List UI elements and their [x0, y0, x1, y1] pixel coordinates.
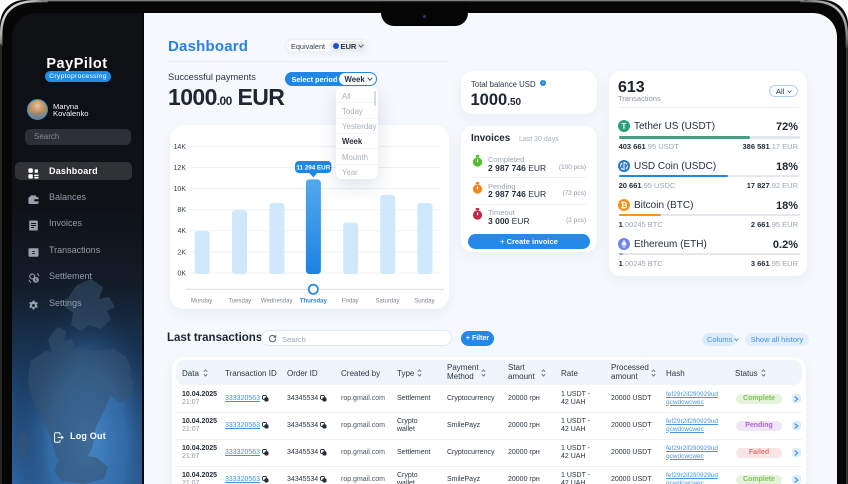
svg-text:Thursday: Thursday: [300, 299, 328, 305]
svg-text:Tuesday: Tuesday: [228, 299, 251, 305]
svg-text:0K: 0K: [177, 270, 186, 277]
svg-text:T: T: [622, 122, 627, 131]
svg-text:Sunday: Sunday: [414, 299, 434, 305]
svg-text:10K: 10K: [174, 186, 187, 193]
svg-text:11 294 EUR: 11 294 EUR: [296, 165, 330, 172]
svg-text:4K: 4K: [177, 228, 186, 235]
svg-text:14K: 14K: [174, 144, 187, 151]
svg-text:₿: ₿: [621, 200, 628, 210]
svg-text:2K: 2K: [177, 249, 186, 256]
svg-text:Saturday: Saturday: [375, 299, 399, 305]
svg-text:Wednesday: Wednesday: [261, 299, 293, 305]
svg-text:Friday: Friday: [342, 299, 359, 305]
svg-text:Monday: Monday: [191, 299, 212, 305]
svg-text:8K: 8K: [177, 207, 186, 214]
svg-text:12K: 12K: [174, 165, 187, 172]
svg-text:$: $: [35, 278, 38, 283]
